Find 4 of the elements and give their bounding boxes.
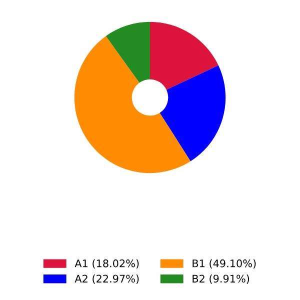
legend-label: B1 (49.10%): [192, 259, 256, 269]
legend-label: B2 (9.91%): [192, 274, 250, 284]
legend-label: A2 (22.97%): [74, 274, 139, 284]
legend-label: A1 (18.02%): [74, 259, 139, 269]
